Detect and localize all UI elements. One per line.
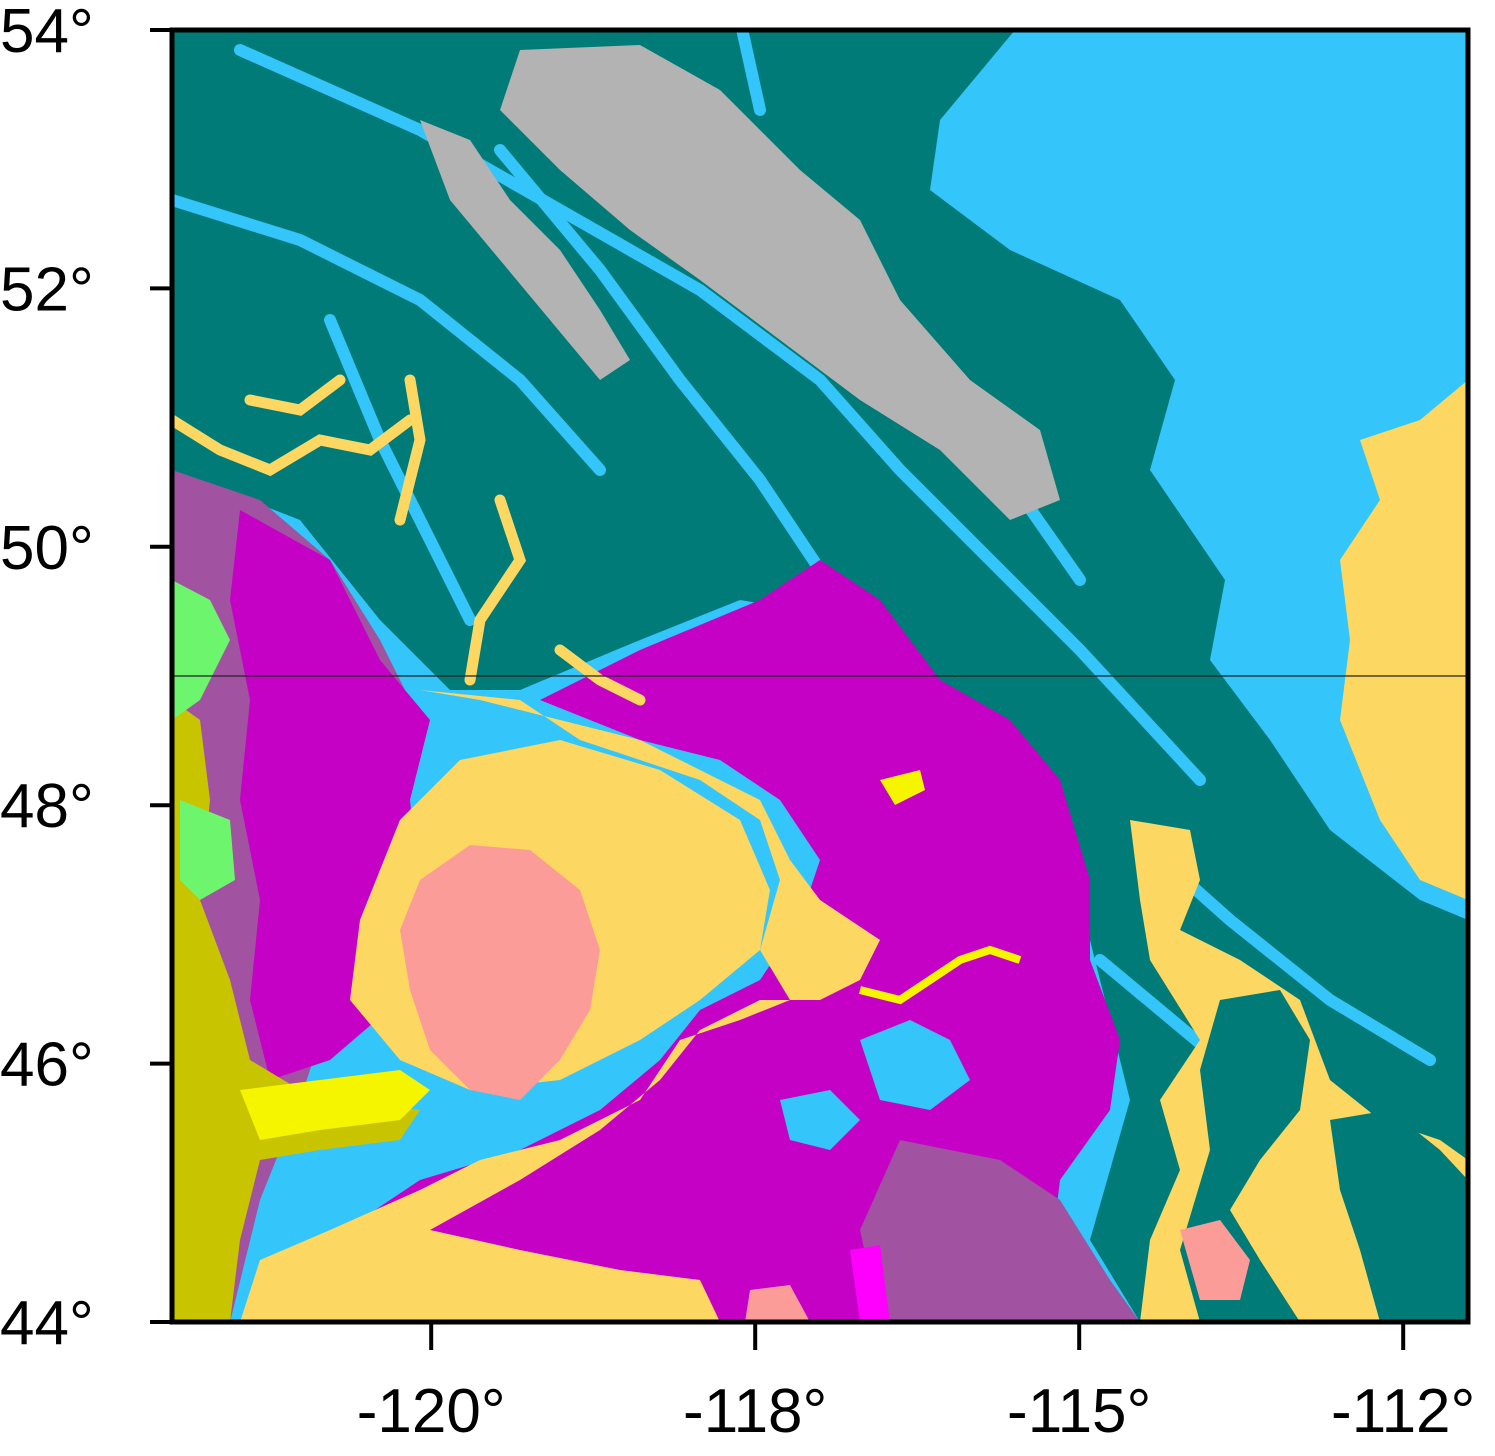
- region-yellow-river: [859, 945, 1022, 1005]
- region-sky-blue-basin: [860, 1020, 970, 1110]
- region-salmon-south: [745, 1285, 810, 1322]
- x-tick-label: -118°: [683, 1377, 827, 1446]
- region-yellow-strip: [240, 1070, 430, 1140]
- x-tick-label: -120°: [357, 1377, 506, 1446]
- sand-fingers-northwest: [172, 374, 646, 706]
- map-frame: [169, 27, 1471, 1325]
- region-salmon-southeast: [1180, 1220, 1250, 1300]
- region-light-green-2: [180, 800, 235, 900]
- y-tick-label: 50°: [0, 514, 94, 583]
- region-yellow-patch: [880, 770, 925, 805]
- y-tick-label: 54°: [0, 0, 94, 66]
- region-gray-peaks: [500, 45, 1060, 520]
- y-tick-label: 46°: [0, 1031, 94, 1100]
- region-salmon-basin: [400, 845, 600, 1100]
- region-magenta-east: [360, 560, 1120, 1322]
- plot-area: [172, 30, 1468, 1322]
- region-pink-south: [850, 1245, 890, 1322]
- region-mauve-southeast: [860, 1140, 1140, 1322]
- region-gray-peaks-2: [420, 120, 630, 380]
- x-tick-label: -112°: [1331, 1377, 1475, 1446]
- x-axis: -120° -118° -115° -112°: [357, 1322, 1475, 1446]
- region-sand-east: [1340, 380, 1468, 900]
- y-axis: 54° 52° 50° 48° 46° 44°: [0, 0, 172, 1358]
- region-teal-southeast-2: [1330, 1110, 1468, 1322]
- y-tick-label: 48°: [0, 772, 94, 841]
- y-tick-label: 44°: [0, 1289, 94, 1358]
- region-light-green: [172, 580, 230, 720]
- region-sky-blue-basin-2: [780, 1090, 860, 1150]
- region-olive-coast: [172, 700, 420, 1322]
- y-tick-label: 52°: [0, 255, 94, 324]
- x-tick-label: -115°: [1007, 1377, 1151, 1446]
- region-sand-basin: [240, 690, 880, 1322]
